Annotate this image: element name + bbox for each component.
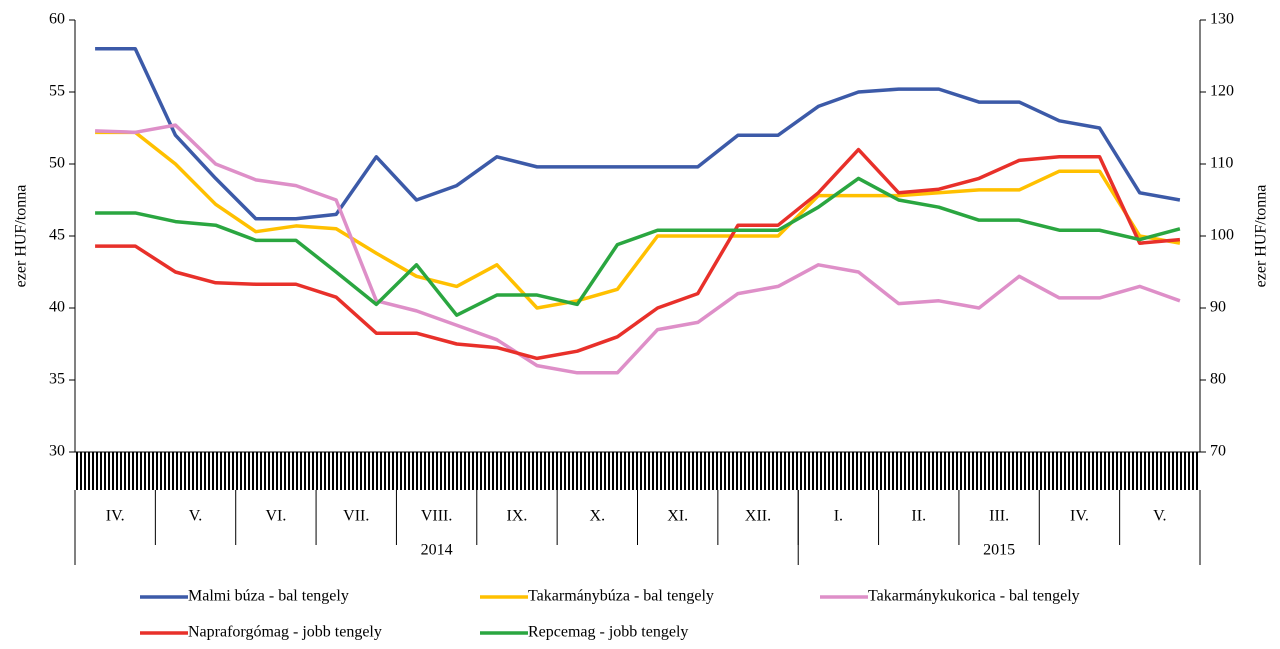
series-line: [95, 130, 1181, 310]
x-tick-label: X.: [590, 508, 606, 525]
y2-axis-title: ezer HUF/tonna: [1253, 185, 1270, 288]
series-line: [95, 123, 1181, 375]
x-tick-label: VII.: [343, 508, 369, 525]
legend-label: Napraforgómag - jobb tengely: [188, 624, 382, 641]
y-tick-label: 45: [49, 227, 65, 244]
legend-label: Malmi búza - bal tengely: [188, 588, 349, 605]
year-label: 2015: [983, 542, 1015, 559]
x-tick-label: VI.: [265, 508, 286, 525]
x-tick-label: IV.: [1070, 508, 1089, 525]
y-tick-label: 30: [49, 443, 65, 460]
x-tick-label: V.: [1153, 508, 1167, 525]
week-ticks: [75, 452, 1200, 490]
y-axis-title: ezer HUF/tonna: [13, 185, 30, 288]
y-tick-label: 60: [49, 11, 65, 28]
x-tick-label: III.: [989, 508, 1009, 525]
x-tick-label: XI.: [667, 508, 688, 525]
x-tick-label: VIII.: [421, 508, 453, 525]
series-line: [95, 47, 1181, 221]
y2-tick-label: 120: [1210, 83, 1234, 100]
year-label: 2014: [421, 542, 453, 559]
x-tick-label: I.: [834, 508, 843, 525]
y2-tick-label: 130: [1210, 11, 1234, 28]
y2-tick-label: 80: [1210, 371, 1226, 388]
legend-label: Repcemag - jobb tengely: [528, 624, 688, 641]
x-tick-label: II.: [911, 508, 926, 525]
x-tick-label: IV.: [106, 508, 125, 525]
y2-tick-label: 110: [1210, 155, 1233, 172]
y-tick-label: 40: [49, 299, 65, 316]
x-tick-label: V.: [189, 508, 203, 525]
x-tick-label: XII.: [745, 508, 771, 525]
legend-label: Takarmánybúza - bal tengely: [528, 588, 714, 605]
series-line: [95, 147, 1181, 361]
y2-tick-label: 90: [1210, 299, 1226, 316]
y2-tick-label: 70: [1210, 443, 1226, 460]
y-tick-label: 50: [49, 155, 65, 172]
x-tick-label: IX.: [507, 508, 528, 525]
y-tick-label: 35: [49, 371, 65, 388]
y2-tick-label: 100: [1210, 227, 1234, 244]
series-line: [95, 176, 1181, 317]
legend-label: Takarmánykukorica - bal tengely: [868, 588, 1080, 605]
y-tick-label: 55: [49, 83, 65, 100]
